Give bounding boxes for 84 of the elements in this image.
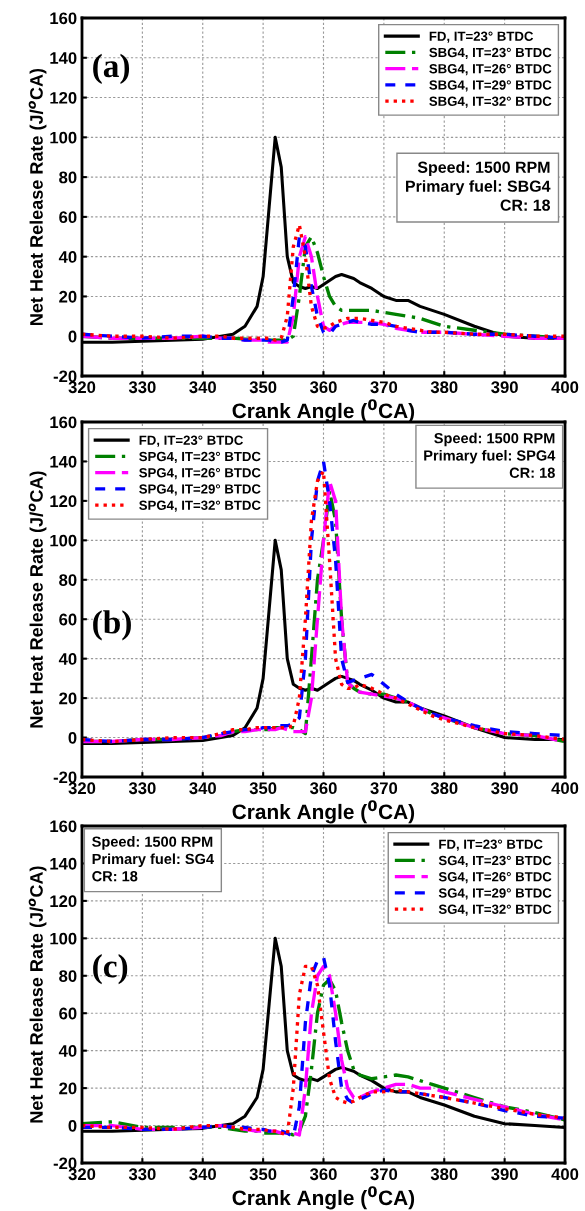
x-tick-label: 380	[430, 782, 458, 795]
y-tick-label: 0	[68, 731, 77, 744]
legend-label: FD, IT=23° BTDC	[439, 839, 543, 851]
y-axis-title: Net Heat Release Rate (J/$^{o}$CA)	[28, 68, 47, 325]
x-axis-title: Crank Angle ($^{0}$CA)	[232, 1186, 415, 1210]
x-tick-label: 330	[128, 1168, 156, 1181]
y-tick-label: 0	[68, 1119, 77, 1132]
x-tick-label: 390	[491, 381, 518, 394]
legend-label: SBG4, IT=26° BTDC	[429, 64, 552, 76]
legend-label: FD, IT=23° BTDC	[139, 435, 243, 447]
legend-label: SBG4, IT=29° BTDC	[429, 80, 552, 92]
y-tick-label: 100	[50, 534, 77, 547]
y-tick-label: -20	[53, 771, 77, 784]
y-tick-label: 40	[58, 653, 77, 665]
y-tick-label: -20	[53, 1157, 77, 1170]
legend-label: SPG4, IT=26° BTDC	[139, 468, 261, 480]
legend-label: SPG4, IT=29° BTDC	[139, 484, 261, 496]
annotation: (b)	[93, 610, 131, 641]
y-tick-label: 140	[50, 455, 77, 468]
legend-label: SG4, IT=32° BTDC	[438, 904, 552, 916]
annotation: Speed: 1500 RPM Primary fuel: SPG4 CR: 18	[424, 432, 556, 478]
legend-label: SG4, IT=26° BTDC	[438, 872, 552, 884]
annotation: Speed: 1500 RPM Primary fuel: SG4 CR: 18	[92, 836, 214, 882]
x-tick-label: 400	[551, 1168, 579, 1181]
y-axis-title: Net Heat Release Rate (J/$^{o}$CA)	[28, 471, 47, 728]
y-tick-label: 140	[50, 857, 77, 870]
annotation: Speed: 1500 RPM Primary fuel: SBG4 CR: 18	[406, 161, 551, 211]
x-tick-label: 330	[128, 381, 156, 394]
y-tick-label: 60	[59, 1007, 77, 1020]
x-tick-label: 390	[491, 782, 518, 795]
annotation: (c)	[93, 954, 128, 985]
y-tick-label: 160	[50, 12, 77, 25]
x-tick-label: 350	[249, 782, 277, 795]
legend-label: SBG4, IT=23° BTDC	[429, 47, 552, 60]
y-tick-label: 60	[59, 211, 77, 224]
x-tick-label: 400	[551, 381, 579, 394]
y-tick-label: 100	[50, 932, 77, 945]
legend-label: SBG4, IT=32° BTDC	[429, 96, 552, 108]
x-tick-label: 360	[309, 782, 337, 795]
x-tick-label: 320	[68, 1168, 96, 1181]
y-tick-label: 80	[59, 171, 77, 184]
y-axis-title: Net Heat Release Rate (J/$^{o}$CA)	[28, 866, 47, 1123]
x-tick-label: 350	[249, 1168, 277, 1181]
y-tick-label: 120	[50, 91, 77, 104]
legend-label: SG4, IT=29° BTDC	[438, 888, 552, 900]
x-tick-label: 380	[430, 1168, 458, 1181]
x-tick-label: 370	[370, 1168, 398, 1181]
y-tick-label: 20	[59, 1082, 77, 1095]
y-tick-label: 40	[58, 1045, 77, 1057]
y-tick-label: 160	[50, 820, 77, 833]
x-tick-label: 340	[189, 782, 216, 795]
x-tick-label: 370	[370, 381, 398, 394]
x-tick-label: 400	[551, 782, 579, 795]
x-tick-label: 340	[189, 1168, 216, 1181]
y-tick-label: 0	[68, 330, 77, 343]
x-tick-label: 390	[491, 1168, 518, 1181]
x-tick-label: 350	[249, 381, 277, 394]
x-axis-title: Crank Angle ($^{0}$CA)	[232, 800, 415, 824]
y-tick-label: 20	[59, 692, 77, 705]
y-tick-label: 120	[50, 895, 77, 908]
y-tick-label: 160	[50, 416, 77, 429]
legend-label: SPG4, IT=32° BTDC	[139, 500, 261, 512]
y-tick-label: 40	[58, 251, 77, 263]
y-tick-label: 80	[59, 574, 77, 586]
y-tick-label: 20	[59, 290, 77, 303]
y-tick-label: 120	[50, 495, 77, 508]
annotation: (a)	[93, 53, 130, 85]
x-axis-title: Crank Angle ($^{0}$CA)	[232, 399, 415, 423]
legend-label: FD, IT=23° BTDC	[429, 31, 534, 43]
x-tick-label: 370	[370, 782, 398, 795]
y-tick-label: 100	[50, 131, 77, 144]
y-tick-label: -20	[53, 370, 77, 383]
x-tick-label: 340	[189, 381, 216, 394]
x-tick-label: 320	[68, 381, 96, 394]
x-tick-label: 360	[309, 1168, 337, 1181]
legend-label: SPG4, IT=23° BTDC	[139, 451, 261, 464]
y-tick-label: 60	[59, 613, 77, 626]
x-tick-label: 380	[430, 381, 458, 394]
x-tick-label: 320	[68, 782, 96, 795]
x-tick-label: 360	[309, 381, 337, 394]
y-tick-label: 140	[50, 52, 77, 64]
x-tick-label: 330	[128, 782, 156, 795]
y-tick-label: 80	[59, 970, 77, 982]
legend-label: SG4, IT=23° BTDC	[438, 855, 552, 868]
